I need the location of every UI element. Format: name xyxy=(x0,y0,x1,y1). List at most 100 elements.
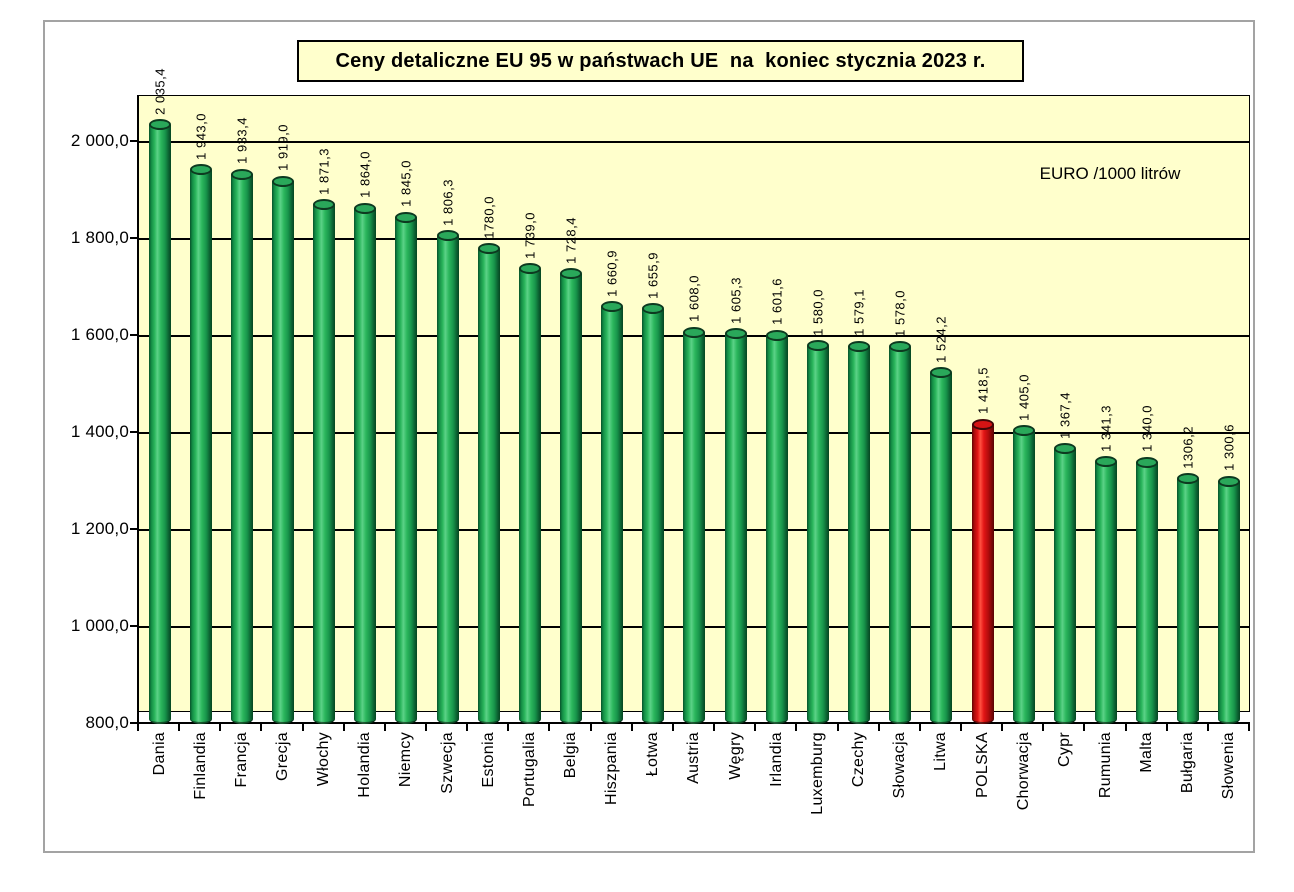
category-label-estonia: Estonia xyxy=(479,732,497,788)
chart-title: Ceny detaliczne EU 95 w państwach UE na … xyxy=(335,49,986,72)
bar-top-dania xyxy=(148,119,171,131)
value-label-grecja: 1 919,0 xyxy=(275,124,291,172)
bar-slot-luxemburg: 1 580,0 xyxy=(797,95,838,724)
category-axis-labels: Dania Finlandia Francja Grecja Włochy Holandi… xyxy=(139,732,1250,852)
bar-top-holandia xyxy=(354,202,377,214)
x-tick-24 xyxy=(1124,724,1127,731)
value-label-finlandia: 1 943,0 xyxy=(193,112,209,160)
category-label-w-ochy: Włochy xyxy=(315,732,333,787)
bar-top-szwecja xyxy=(436,230,459,242)
bar-slot-belgia: 1 728,4 xyxy=(550,95,591,724)
x-tick-12 xyxy=(630,724,633,731)
chart-title-box: Ceny detaliczne EU 95 w państwach UE na … xyxy=(297,40,1024,82)
x-tick-10 xyxy=(548,724,551,731)
bar-slot-polska: 1 418,5 xyxy=(962,95,1003,724)
category-label-bu-garia: Bułgaria xyxy=(1179,732,1197,794)
x-tick-19 xyxy=(918,724,921,731)
y-tick-2000 xyxy=(130,140,137,142)
category-label-s-owacja: Słowacja xyxy=(891,732,909,799)
category-label-niemcy: Niemcy xyxy=(397,732,415,788)
x-tick-8 xyxy=(466,724,469,731)
bar-austria xyxy=(683,332,706,724)
category-label-finlandia: Finlandia xyxy=(191,732,209,800)
category-label-hiszpania: Hiszpania xyxy=(603,732,621,805)
x-tick-7 xyxy=(425,724,428,731)
y-tick-label-2000: 2 000,0 xyxy=(70,131,129,150)
x-tick-1 xyxy=(178,724,181,731)
chart-frame: Ceny detaliczne EU 95 w państwach UE na … xyxy=(43,20,1255,853)
bar-top-estonia xyxy=(477,243,500,255)
x-tick-13 xyxy=(671,724,674,731)
bar-bu-garia xyxy=(1177,478,1200,724)
bar-finlandia xyxy=(189,169,212,724)
y-tick-label-1800: 1 800,0 xyxy=(70,228,129,247)
value-label-czechy: 1 579,1 xyxy=(851,289,867,337)
bar-szwecja xyxy=(436,235,459,724)
category-label-rumunia: Rumunia xyxy=(1096,732,1114,799)
category-label-w-gry: Węgry xyxy=(726,732,744,780)
x-tick-17 xyxy=(836,724,839,731)
value-label-irlandia: 1 601,6 xyxy=(769,278,785,326)
bar-slot-austria: 1 608,0 xyxy=(674,95,715,724)
value-label-polska: 1 418,5 xyxy=(975,367,991,414)
value-label-austria: 1 608,0 xyxy=(686,275,702,323)
bar-irlandia xyxy=(765,335,788,724)
category-label-malta: Malta xyxy=(1138,732,1156,773)
bar-litwa xyxy=(930,372,953,724)
x-tick-23 xyxy=(1083,724,1086,731)
category-label-portugalia: Portugalia xyxy=(520,732,538,808)
x-tick-0 xyxy=(137,724,139,731)
bar-top-belgia xyxy=(560,268,583,280)
bar-top-luxemburg xyxy=(806,340,829,352)
bar-slot-hiszpania: 1 660,9 xyxy=(592,95,633,724)
category-label-belgia: Belgia xyxy=(562,732,580,779)
x-tick-9 xyxy=(507,724,510,731)
bar-top-cypr xyxy=(1053,443,1076,455)
bar-slot-estonia: 1780,0 xyxy=(468,95,509,724)
bar-slot-czechy: 1 579,1 xyxy=(839,95,880,724)
bar-s-owenia xyxy=(1218,481,1241,724)
bar-slot-s-owenia: 1 300,6 xyxy=(1209,95,1250,724)
unit-label: EURO /1000 litrów xyxy=(1039,164,1181,183)
category-label-irlandia: Irlandia xyxy=(767,732,785,787)
category-label-s-owenia: Słowenia xyxy=(1220,732,1238,800)
bar-estonia xyxy=(477,248,500,724)
bar-top-niemcy xyxy=(395,211,418,223)
x-tick-14 xyxy=(713,724,716,731)
value-label-portugalia: 1 739,0 xyxy=(522,211,538,259)
bar-top-chorwacja xyxy=(1012,425,1035,437)
bar-top-litwa xyxy=(930,367,953,379)
bar-slot-w-ochy: 1 871,3 xyxy=(304,95,345,724)
category-label-dania: Dania xyxy=(150,732,168,776)
bar-francja xyxy=(230,174,253,724)
y-tick-label-1200: 1 200,0 xyxy=(70,519,129,538)
value-label-malta: 1 340,0 xyxy=(1139,405,1155,453)
bar-slot-niemcy: 1 845,0 xyxy=(386,95,427,724)
bar-top-grecja xyxy=(272,175,294,187)
bar-luxemburg xyxy=(806,345,829,724)
category-label-polska: POLSKA xyxy=(973,732,991,798)
bar-top-rumunia xyxy=(1094,456,1117,467)
bar-czechy xyxy=(848,346,871,724)
bar-slot-francja: 1 933,4 xyxy=(221,95,262,724)
bar-slot-w-gry: 1 605,3 xyxy=(715,95,756,724)
bar-w-gry xyxy=(724,333,747,724)
category-label-szwecja: Szwecja xyxy=(438,732,456,794)
bar-chorwacja xyxy=(1012,430,1035,724)
bar-cypr xyxy=(1053,448,1076,724)
bar-top-malta xyxy=(1136,456,1159,468)
y-tick-label-1600: 1 600,0 xyxy=(70,325,129,344)
category-label-czechy: Czechy xyxy=(850,732,868,788)
value-label-estonia: 1780,0 xyxy=(481,195,497,239)
bar-top--otwa xyxy=(642,303,665,315)
bar-portugalia xyxy=(518,268,541,724)
value-label-niemcy: 1 845,0 xyxy=(398,160,414,208)
bar-slot-rumunia: 1 341,3 xyxy=(1085,95,1126,724)
bar-slot-irlandia: 1 601,6 xyxy=(756,95,797,724)
bar-niemcy xyxy=(395,217,418,724)
category-label-luxemburg: Luxemburg xyxy=(808,732,826,815)
y-tick-label-1400: 1 400,0 xyxy=(70,422,129,441)
bar-slot--otwa: 1 655,9 xyxy=(633,95,674,724)
bar-top-finlandia xyxy=(189,164,212,176)
value-label-luxemburg: 1 580,0 xyxy=(810,288,826,336)
